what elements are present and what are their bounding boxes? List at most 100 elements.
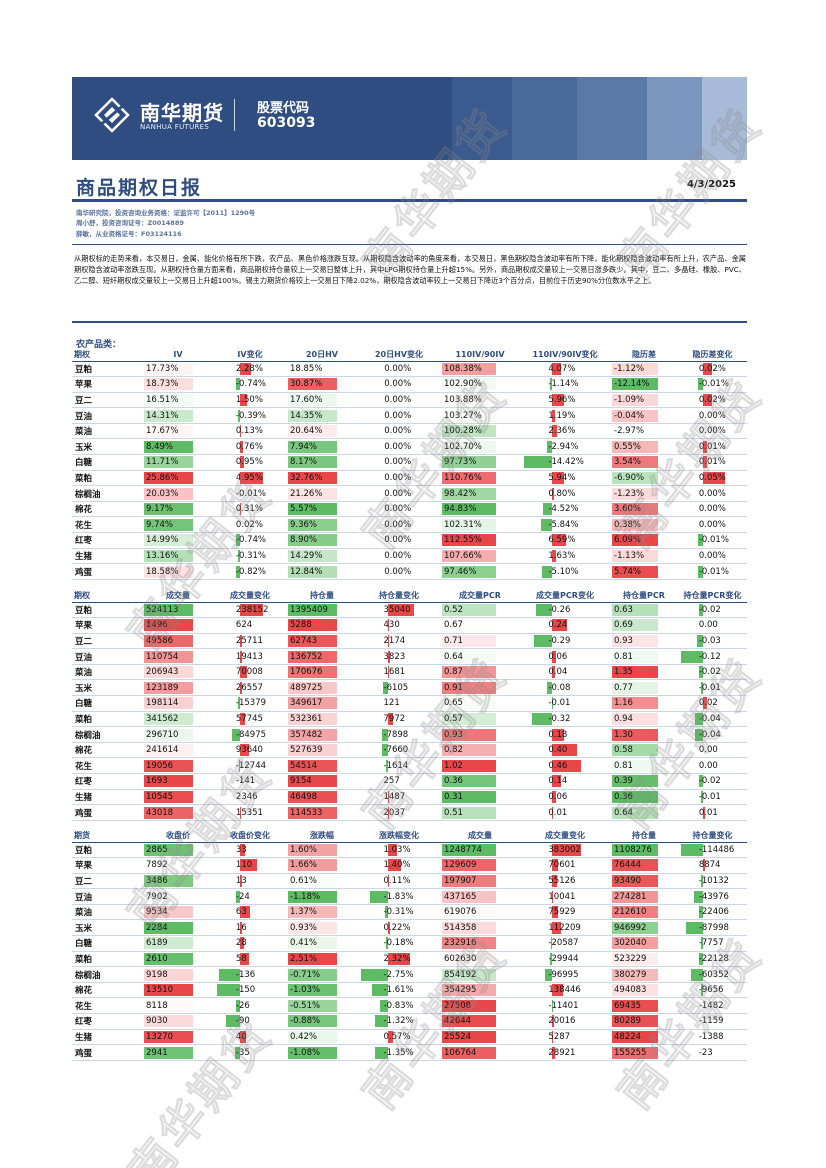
cell-value: 11.71%: [146, 457, 179, 468]
table-cell: 2174: [358, 633, 440, 650]
heat-fill: [442, 1030, 497, 1043]
data-bar: [374, 1015, 388, 1028]
data-bar: [387, 874, 389, 887]
cell-value: 3486: [146, 875, 168, 886]
section-label: 农产品类：: [76, 340, 122, 350]
table-cell: 9534: [142, 904, 214, 921]
cell-value: 9.36%: [290, 519, 318, 530]
cell-value: 0.61%: [290, 875, 318, 886]
heat-fill: [144, 619, 193, 632]
cell-value: -1.32%: [383, 1016, 414, 1027]
cell-value: -0.04%: [614, 410, 645, 421]
table-cell: -60352: [678, 966, 747, 983]
table-row: 白糖 11.71% 0.95% 8.17% 0.00% 97.73% -14.42% 3.54…: [72, 454, 747, 471]
table-cell: 0.00%: [358, 454, 440, 471]
cell-value: 107.66%: [444, 550, 482, 561]
table-row: 玉米 2284 16 0.93% 0.22% 514358 112209 946992 -879…: [72, 919, 747, 937]
cell-value: 0.05%: [698, 472, 726, 483]
cell-value: -10132: [698, 875, 729, 886]
heat-fill: [442, 619, 497, 632]
cell-value: 42644: [444, 1016, 472, 1027]
cell-value: 7.94%: [290, 441, 318, 452]
heat-fill: [612, 843, 659, 856]
data-bar: [702, 393, 712, 406]
cell-value: 10545: [146, 791, 174, 802]
cell-value: -12.14%: [614, 379, 650, 390]
table-cell: 494083: [610, 982, 678, 999]
cell-value: 0.93: [444, 729, 463, 740]
table-cell: 129609: [440, 857, 520, 874]
table-cell: 10545: [142, 789, 214, 806]
cell-value: 357482: [290, 729, 323, 740]
table-cell: 1.35: [610, 664, 678, 681]
table-cell: 0.14: [520, 773, 610, 790]
cell-value: 18.73%: [146, 379, 179, 390]
cell-value: 93640: [235, 745, 263, 756]
table-row: 玉米 8.49% 0.76% 7.94% 0.00% 102.70% -2.94% 0.55%…: [72, 438, 747, 456]
table-row: 棕榈油 296710 -84975 357482 -7898 0.93 0.18 1.30 -0…: [72, 726, 747, 743]
cell-value: 2037: [383, 807, 406, 818]
table-cell: 0.00%: [358, 470, 440, 487]
table-cell: 62743: [286, 633, 358, 650]
brand-name-en: NANHUA FUTURES: [140, 123, 210, 131]
heat-fill: [442, 775, 497, 788]
table-cell: 0.71: [440, 633, 520, 650]
cell-value: 0.39: [614, 776, 633, 787]
heat-fill: [442, 999, 497, 1012]
table-row: 红枣 1693 -141 9154 257 0.36 0.14 0.39 -0.02: [72, 773, 747, 790]
cell-value: 619076: [444, 907, 477, 918]
cell-value: 0.42%: [290, 1031, 318, 1042]
table-cell: 0.41%: [286, 935, 358, 952]
heat-fill: [144, 503, 193, 516]
table-row: 生猪 13.16% -0.31% 14.29% 0.00% 107.66% 1.63% -1.…: [72, 548, 747, 565]
table-cell: -7898: [358, 726, 440, 743]
table-cell: 357482: [286, 726, 358, 743]
table-cell: 123189: [142, 679, 214, 697]
table-cell: 21.26%: [286, 485, 358, 502]
data-bar: [680, 843, 703, 856]
row-label: 鸡蛋: [72, 563, 142, 580]
cell-value: 0.02: [698, 698, 718, 709]
table-cell: 602630: [440, 951, 520, 968]
cell-value: 0.64: [614, 807, 633, 818]
data-bar: [552, 619, 568, 632]
data-bar: [702, 697, 707, 710]
table-cell: -1.23%: [610, 485, 678, 502]
heat-fill: [144, 843, 193, 856]
table-cell: -0.01%: [678, 563, 747, 580]
table-row: 棉花 241614 93640 527639 -7660 0.82 0.40 0.58 0.00: [72, 742, 747, 759]
heat-fill: [288, 806, 337, 819]
data-bar: [552, 1046, 555, 1059]
cell-value: 212610: [614, 907, 647, 918]
cell-value: -0.18%: [383, 938, 414, 949]
cell-value: -1.03%: [290, 985, 321, 996]
row-label: 鸡蛋: [72, 1044, 142, 1061]
cell-value: 0.11%: [383, 875, 411, 886]
author-line: 薛敏，从业资格证号：F03124116: [76, 229, 182, 238]
cell-value: -2.75%: [383, 969, 414, 980]
table-cell: 102.90%: [440, 376, 520, 393]
table-cell: 0.57: [440, 711, 520, 728]
cell-value: 4.95%: [235, 472, 263, 483]
options-volatility-table: 期权 IV IV变化 20日HV 20日HV变化 110IV/90IV 110IV/90IV…: [72, 348, 747, 580]
table-cell: 110: [214, 857, 286, 874]
table-cell: 27508: [440, 997, 520, 1015]
heat-fill: [144, 744, 193, 757]
row-label: 苹果: [72, 857, 142, 874]
table-cell: -1.32%: [358, 1013, 440, 1030]
table-cell: 241614: [142, 742, 214, 759]
cell-value: -0.01%: [235, 488, 266, 499]
title-rule: [72, 199, 747, 202]
table-cell: 121: [358, 695, 440, 712]
table-row: 菜粕 341562 57745 532361 7972 0.57 -0.32 0.94 -0.0…: [72, 711, 747, 728]
cell-value: -1614: [383, 760, 409, 771]
table-cell: 0.82: [440, 742, 520, 759]
table-cell: -29944: [520, 951, 610, 968]
table-cell: 9.36%: [286, 516, 358, 534]
cell-value: -0.51%: [290, 1000, 321, 1011]
table-cell: 48224: [610, 1029, 678, 1046]
table-cell: 19413: [214, 648, 286, 665]
heat-fill: [442, 906, 497, 919]
table-cell: 69435: [610, 997, 678, 1015]
heat-fill: [612, 759, 659, 772]
